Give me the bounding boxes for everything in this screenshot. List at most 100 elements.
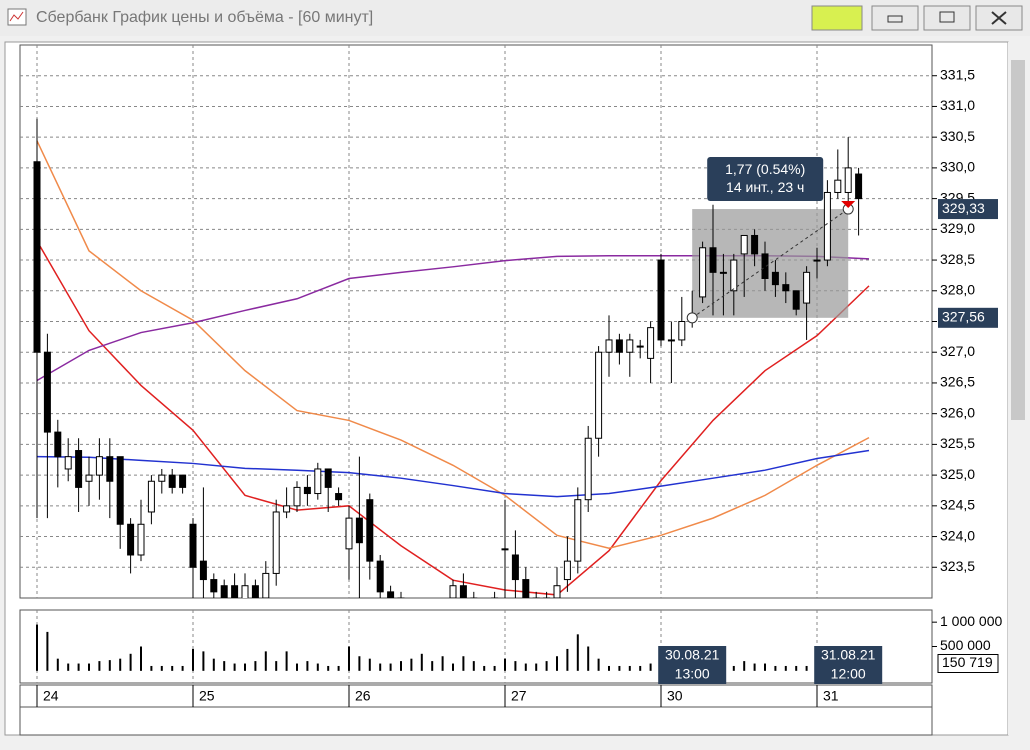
time-box — [658, 646, 727, 684]
candle-body — [501, 548, 509, 551]
y-tick-label: 323,5 — [940, 558, 975, 574]
time-date: 31.08.21 — [821, 647, 876, 663]
candle-body — [314, 468, 322, 495]
candle-body — [75, 450, 83, 488]
candle-body — [751, 234, 759, 255]
candle-body — [678, 321, 686, 341]
tooltip-line: 1,77 (0.54%) — [725, 161, 805, 177]
y-tick-label: 500 000 — [940, 637, 991, 653]
x-tick-label: 31 — [823, 688, 839, 704]
candle-body — [834, 179, 842, 193]
candle-body — [210, 579, 218, 593]
candle-body — [459, 585, 467, 598]
y-tick-label: 324,0 — [940, 527, 975, 543]
marker — [841, 201, 856, 209]
candle-body — [85, 474, 93, 482]
candle-body — [106, 456, 114, 482]
candle-body — [324, 468, 332, 488]
volume-plot — [19, 609, 933, 684]
candle-body — [231, 585, 239, 598]
icon-line — [9, 11, 24, 22]
candle-body — [33, 161, 41, 353]
link-button[interactable] — [811, 5, 863, 31]
x-tick-label: 27 — [511, 688, 527, 704]
y-tick-label: 330,0 — [940, 159, 975, 175]
tooltip-line: 14 инт., 23 ч — [726, 179, 804, 195]
candle-body — [303, 486, 311, 495]
maximize-button[interactable] — [923, 5, 971, 31]
volume-box-label: 150 719 — [942, 654, 993, 670]
candle-body — [636, 345, 644, 348]
candle-body — [64, 456, 72, 470]
volume-box — [937, 653, 999, 673]
candle-body — [782, 284, 790, 292]
min-glyph — [887, 15, 903, 23]
candle-body — [220, 585, 228, 598]
candle-body — [709, 247, 717, 273]
candle-body — [511, 554, 519, 581]
candle-body — [376, 560, 384, 593]
candle-body — [251, 585, 259, 598]
candle-body — [615, 339, 623, 353]
candle-body — [199, 560, 207, 581]
candle-body — [667, 339, 675, 342]
y-tick-label: 1 000 000 — [940, 613, 1002, 629]
minimize-button[interactable] — [871, 5, 919, 31]
measure-point — [686, 312, 698, 324]
date-strip — [19, 684, 933, 708]
h-scrollbar[interactable] — [0, 736, 1008, 750]
measure-line — [691, 208, 849, 319]
candle-body — [803, 271, 811, 304]
candle-body — [740, 234, 748, 255]
candle-body — [366, 499, 374, 562]
close-glyph — [991, 11, 1007, 25]
candle-body — [95, 456, 103, 476]
candle-body — [345, 517, 353, 550]
y-tick-label: 326,5 — [940, 374, 975, 390]
x-tick-label: 24 — [43, 688, 59, 704]
candle-body — [355, 517, 363, 544]
candle-body — [699, 247, 707, 298]
candle-body — [522, 579, 530, 598]
candle-body — [387, 591, 395, 598]
lower-strip — [19, 706, 933, 736]
y-tick-label: 330,5 — [940, 128, 975, 144]
candle-body — [189, 523, 197, 568]
time-hour: 12:00 — [831, 666, 866, 682]
x-tick-label: 25 — [199, 688, 215, 704]
candle-body — [158, 474, 166, 482]
y-tick-label: 325,0 — [940, 466, 975, 482]
candle-body — [605, 339, 613, 353]
candle-body — [553, 585, 561, 598]
candle-body — [293, 486, 301, 507]
candle-body — [813, 259, 821, 262]
v-scroll-thumb[interactable] — [1011, 60, 1025, 420]
candle-body — [855, 173, 863, 200]
y-tick-label: 327,0 — [940, 343, 975, 359]
window-title: Сбербанк График цены и объёма - [60 мину… — [36, 9, 373, 26]
candle-body — [137, 523, 145, 556]
y-tick-label: 324,5 — [940, 497, 975, 513]
candle-body — [584, 437, 592, 501]
max-glyph — [939, 11, 955, 23]
ma-line — [36, 140, 870, 550]
candle-body — [127, 523, 135, 556]
y-tick-label: 328,5 — [940, 251, 975, 267]
y-tick-label: 325,5 — [940, 435, 975, 451]
candle-body — [574, 499, 582, 562]
price-box-label: 329,33 — [942, 200, 985, 216]
candle-body — [147, 480, 155, 513]
candle-body — [54, 431, 62, 458]
y-tick-label: 331,5 — [940, 66, 975, 82]
candle-body — [335, 493, 343, 501]
y-tick-label: 326,0 — [940, 404, 975, 420]
candle-body — [647, 327, 655, 359]
candle-body — [116, 456, 124, 525]
y-tick-label: 331,0 — [940, 97, 975, 113]
candle-body — [449, 585, 457, 598]
candle-body — [626, 339, 634, 353]
candle-body — [262, 572, 270, 598]
candle-body — [771, 271, 779, 286]
price-box — [938, 199, 998, 220]
